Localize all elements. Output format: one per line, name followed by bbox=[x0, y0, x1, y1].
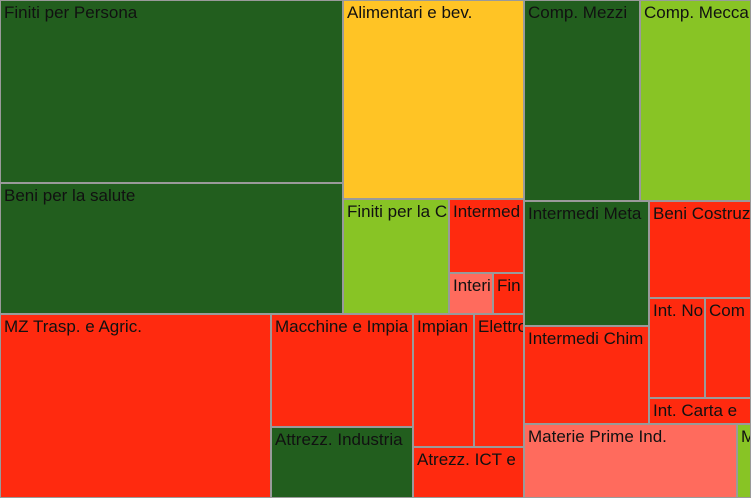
treemap-tile-label: M bbox=[741, 427, 750, 447]
treemap-tile-fin: Fin bbox=[493, 273, 524, 314]
treemap-tile-int-no: Int. No bbox=[649, 298, 705, 398]
treemap-tile-attrezz-industria: Attrezz. Industria bbox=[271, 427, 413, 498]
treemap-tile-m: M bbox=[737, 424, 751, 498]
treemap-tile-label: Attrezz. Industria bbox=[275, 430, 403, 449]
treemap-tile-label: Finiti per Persona bbox=[4, 3, 138, 22]
treemap-tile-atrezz-ict-e: Atrezz. ICT e bbox=[413, 447, 524, 498]
treemap-tile-label: Finiti per la C bbox=[347, 202, 448, 221]
treemap-tile-label: Alimentari e bev. bbox=[347, 3, 473, 22]
treemap-tile-alimentari-e-bev: Alimentari e bev. bbox=[343, 0, 524, 199]
treemap-tile-comp-mecca: Comp. Mecca bbox=[640, 0, 751, 201]
treemap-tile-label: Elettro bbox=[478, 317, 524, 336]
treemap-tile-mz-trasp-e-agric: MZ Trasp. e Agric. bbox=[0, 314, 271, 498]
treemap-tile-label: Fin bbox=[497, 276, 521, 295]
treemap-tile-label: Impian bbox=[417, 317, 469, 336]
treemap-tile-label: Materie Prime Ind. bbox=[528, 427, 667, 446]
treemap-tile-finiti-per-la-c: Finiti per la C bbox=[343, 199, 449, 314]
treemap-tile-macchine-e-impia: Macchine e Impia bbox=[271, 314, 413, 427]
treemap-tile-intermedi-meta: Intermedi Meta bbox=[524, 201, 649, 326]
treemap-tile-impian: Impian bbox=[413, 314, 474, 447]
treemap-tile-label: MZ Trasp. e Agric. bbox=[4, 317, 142, 336]
treemap-tile-comp-mezzi: Comp. Mezzi bbox=[524, 0, 640, 201]
treemap-tile-materie-prime-ind: Materie Prime Ind. bbox=[524, 424, 737, 498]
treemap-tile-beni-costruz: Beni Costruz bbox=[649, 201, 751, 298]
treemap-tile-finiti-per-persona: Finiti per Persona bbox=[0, 0, 343, 183]
treemap-tile-label: Int. No bbox=[653, 301, 704, 320]
treemap-tile-label: Intermedi Chim bbox=[528, 329, 644, 348]
treemap-tile-label: Comp. Mecca bbox=[644, 3, 749, 22]
treemap-tile-label: Interi bbox=[453, 276, 491, 295]
treemap-tile-label: Macchine e Impia bbox=[275, 317, 409, 336]
treemap-tile-label: Int. Carta e bbox=[653, 401, 738, 420]
treemap-tile-label: Comp. Mezzi bbox=[528, 3, 628, 22]
treemap-tile-interi: Interi bbox=[449, 273, 493, 314]
treemap-tile-label: Intermed bbox=[453, 202, 521, 221]
treemap-tile-label: Beni per la salute bbox=[4, 186, 136, 205]
treemap-tile-intermedi-chim: Intermedi Chim bbox=[524, 326, 649, 424]
treemap-tile-label: Atrezz. ICT e bbox=[417, 450, 516, 469]
treemap-tile-label: Com bbox=[709, 301, 745, 320]
treemap-tile-com: Com bbox=[705, 298, 751, 398]
treemap-tile-beni-per-la-salute: Beni per la salute bbox=[0, 183, 343, 314]
treemap-tile-elettro: Elettro bbox=[474, 314, 524, 447]
treemap-tile-label: Intermedi Meta bbox=[528, 204, 642, 223]
treemap-tile-int-carta-e: Int. Carta e bbox=[649, 398, 751, 424]
treemap-tile-intermed: Intermed bbox=[449, 199, 524, 273]
treemap-tile-label: Beni Costruz bbox=[653, 204, 751, 223]
